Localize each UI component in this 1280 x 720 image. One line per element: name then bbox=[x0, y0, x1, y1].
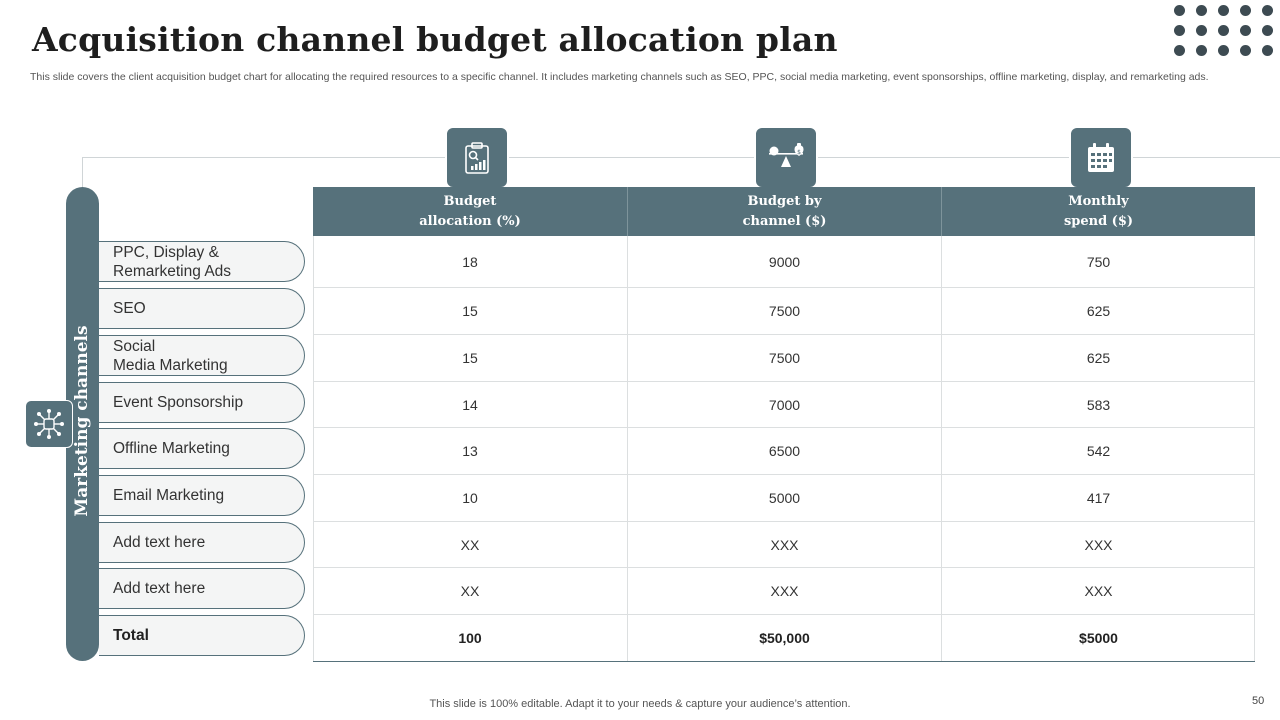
decorative-dot bbox=[1262, 25, 1273, 36]
decorative-dot bbox=[1262, 5, 1273, 16]
table-cell: XX bbox=[460, 583, 480, 599]
table-cell: 15 bbox=[462, 350, 478, 366]
network-hub-icon bbox=[25, 400, 73, 448]
decorative-dot bbox=[1196, 45, 1207, 56]
table-row: XX XXX XXX bbox=[313, 568, 1255, 615]
table-cell: 18 bbox=[462, 253, 478, 270]
column-header-budget-by-channel: Budget by channel ($) bbox=[627, 187, 941, 236]
channel-label: Add text here bbox=[99, 522, 305, 563]
table-row: 15 7500 625 bbox=[313, 335, 1255, 382]
table-row: 14 7000 583 bbox=[313, 382, 1255, 428]
table-cell: 625 bbox=[941, 288, 1255, 334]
calendar-icon bbox=[1069, 126, 1133, 189]
table-cell: 542 bbox=[941, 428, 1255, 474]
decorative-dot bbox=[1262, 45, 1273, 56]
slide-description: This slide covers the client acquisition… bbox=[30, 71, 1209, 83]
decorative-dot bbox=[1174, 5, 1185, 16]
decorative-dot bbox=[1174, 45, 1185, 56]
table-cell: 100 bbox=[458, 630, 482, 646]
column-header-monthly-spend: Monthly spend ($) bbox=[941, 187, 1255, 236]
table-cell: $5000 bbox=[941, 615, 1255, 661]
table-header: Budget allocation (%) Budget by channel … bbox=[313, 187, 1255, 236]
table-cell: 625 bbox=[941, 335, 1255, 381]
balance-scale-money-icon: $ bbox=[754, 126, 818, 189]
decorative-dot bbox=[1218, 45, 1229, 56]
channel-label: Social Media Marketing bbox=[99, 335, 305, 376]
column-header-budget-allocation: Budget allocation (%) bbox=[419, 193, 521, 229]
table-cell: 750 bbox=[941, 236, 1255, 287]
table-cell: XXX bbox=[941, 522, 1255, 567]
table-row: 13 6500 542 bbox=[313, 428, 1255, 475]
marketing-channels-label: Marketing channels bbox=[72, 325, 92, 517]
channel-label: Email Marketing bbox=[99, 475, 305, 516]
decorative-dot bbox=[1240, 25, 1251, 36]
footer-note: This slide is 100% editable. Adapt it to… bbox=[429, 698, 851, 710]
table-border bbox=[313, 236, 314, 662]
table-cell: 6500 bbox=[627, 428, 941, 474]
decorative-dot bbox=[1218, 25, 1229, 36]
page-number: 50 bbox=[1252, 695, 1265, 707]
table-row: 18 9000 750 bbox=[313, 236, 1255, 288]
channel-label: SEO bbox=[99, 288, 305, 329]
decorative-dot bbox=[1240, 45, 1251, 56]
table-cell: 7500 bbox=[627, 288, 941, 334]
table-cell: XXX bbox=[941, 568, 1255, 614]
channel-label: PPC, Display & Remarketing Ads bbox=[99, 241, 305, 282]
table-row: 10 5000 417 bbox=[313, 475, 1255, 522]
table-cell: 10 bbox=[462, 490, 478, 506]
decorative-dot bbox=[1174, 25, 1185, 36]
table-cell: 583 bbox=[941, 382, 1255, 427]
table-cell: XXX bbox=[627, 568, 941, 614]
table-cell: XXX bbox=[627, 522, 941, 567]
slide-title: Acquisition channel budget allocation pl… bbox=[32, 20, 838, 59]
table-row: 15 7500 625 bbox=[313, 288, 1255, 335]
total-label: Total bbox=[99, 615, 305, 656]
channel-label: Add text here bbox=[99, 568, 305, 609]
table-cell: 417 bbox=[941, 475, 1255, 521]
table-cell: 13 bbox=[462, 443, 478, 459]
total-row: 100 $50,000 $5000 bbox=[313, 615, 1255, 662]
table-cell: 7500 bbox=[627, 335, 941, 381]
table-cell: 15 bbox=[462, 303, 478, 319]
table-cell: 7000 bbox=[627, 382, 941, 427]
table-cell: 14 bbox=[462, 396, 478, 413]
channel-label: Offline Marketing bbox=[99, 428, 305, 469]
decorative-dot bbox=[1218, 5, 1229, 16]
decorative-dot bbox=[1196, 25, 1207, 36]
table-cell: 9000 bbox=[627, 236, 941, 287]
decorative-dot bbox=[1240, 5, 1251, 16]
table-border bbox=[1254, 236, 1255, 662]
channel-label: Event Sponsorship bbox=[99, 382, 305, 423]
table-cell: 5000 bbox=[627, 475, 941, 521]
table-cell: $50,000 bbox=[627, 615, 941, 661]
frame-line bbox=[82, 157, 1280, 158]
svg-text:$: $ bbox=[797, 149, 801, 156]
decorative-dot-grid bbox=[1174, 5, 1274, 57]
table-row: XX XXX XXX bbox=[313, 522, 1255, 568]
frame-line bbox=[82, 157, 83, 187]
report-chart-icon bbox=[445, 126, 509, 189]
decorative-dot bbox=[1196, 5, 1207, 16]
table-cell: XX bbox=[460, 536, 480, 553]
